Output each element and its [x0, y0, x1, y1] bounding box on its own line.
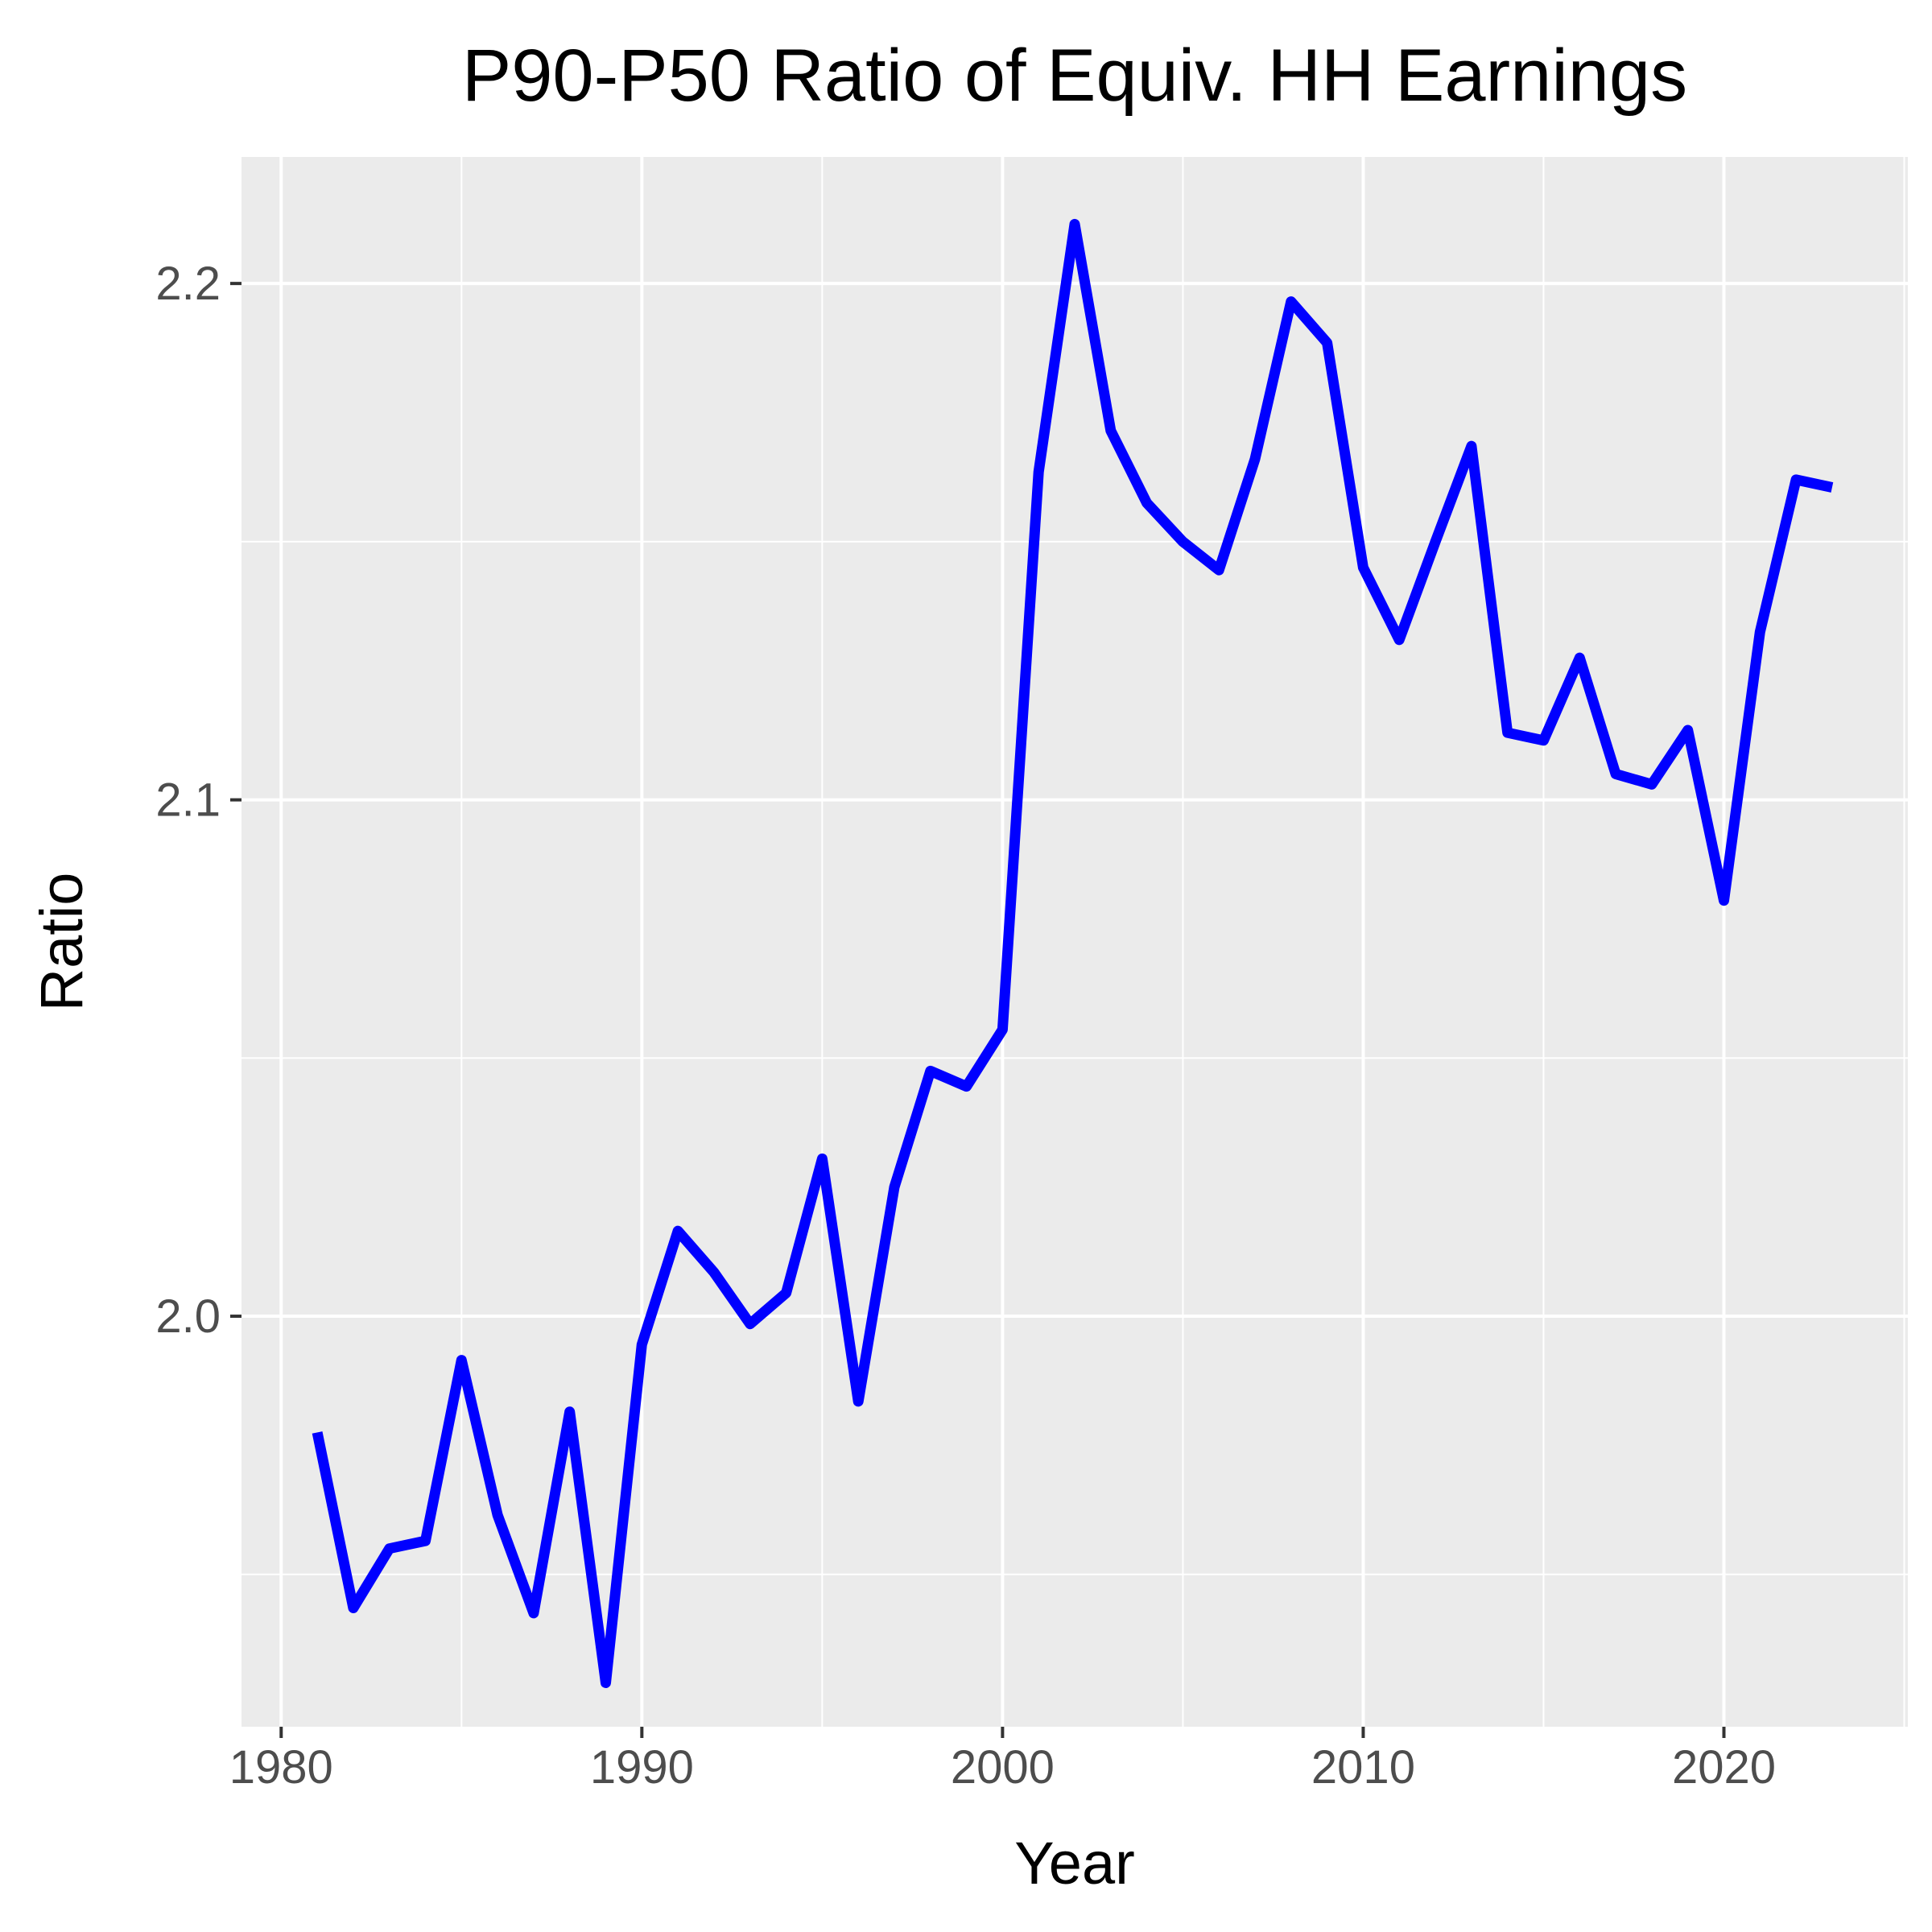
- plot-panel: [242, 157, 1908, 1727]
- y-tick-label: 2.1: [155, 774, 221, 827]
- x-tick-label: 2010: [1311, 1741, 1415, 1794]
- y-tick-label: 2.0: [155, 1290, 221, 1343]
- y-tick-label: 2.2: [155, 258, 221, 310]
- x-tick-label: 1980: [229, 1741, 333, 1794]
- x-tick-label: 1990: [590, 1741, 694, 1794]
- y-axis-title: Ratio: [28, 873, 95, 1012]
- x-axis: 1980 1990 2000 2010 2020: [229, 1727, 1776, 1794]
- x-tick-label: 2020: [1672, 1741, 1776, 1794]
- grid-lines: [242, 157, 1908, 1727]
- y-axis: 2.0 2.1 2.2: [155, 258, 242, 1343]
- series-line: [312, 218, 1834, 1688]
- x-axis-title: Year: [1014, 1830, 1135, 1897]
- chart-title: P90-P50 Ratio of Equiv. HH Earnings: [462, 35, 1687, 117]
- x-tick-label: 2000: [951, 1741, 1055, 1794]
